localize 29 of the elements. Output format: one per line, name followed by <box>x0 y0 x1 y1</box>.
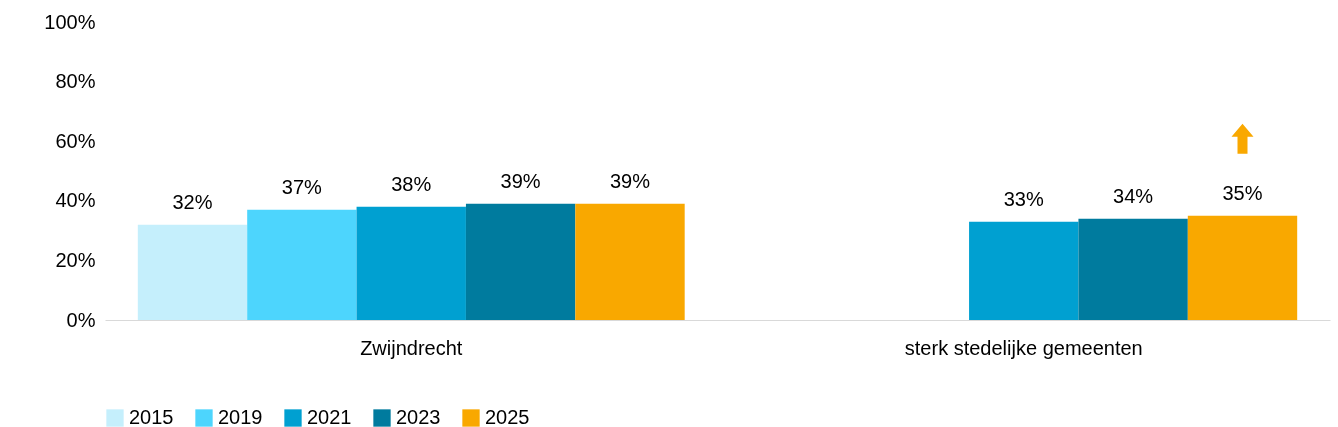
y-tick-label: 20% <box>55 248 96 271</box>
data-label: 35% <box>1222 181 1263 204</box>
y-tick-label: 80% <box>55 70 96 93</box>
legend-label: 2025 <box>485 406 530 427</box>
data-label: 38% <box>391 172 432 195</box>
data-label: 39% <box>500 169 541 192</box>
x-tick-label: sterk stedelijke gemeenten <box>904 336 1143 359</box>
data-label: 32% <box>172 190 213 213</box>
data-label: 34% <box>1113 184 1154 207</box>
y-tick-label: 40% <box>55 189 96 212</box>
x-tick-label: Zwijndrecht <box>360 336 463 359</box>
legend-label: 2021 <box>307 406 352 427</box>
data-label: 39% <box>609 169 651 192</box>
bar <box>356 206 466 320</box>
legend-label: 2023 <box>396 406 441 427</box>
legend-label: 2019 <box>218 406 263 427</box>
y-tick-label: 0% <box>66 308 96 331</box>
bar <box>465 203 576 320</box>
bar <box>1187 215 1298 320</box>
data-label: 33% <box>1003 187 1044 210</box>
bar <box>137 224 248 320</box>
legend-label: 2015 <box>129 406 174 427</box>
bar <box>969 221 1079 320</box>
bar <box>247 209 357 320</box>
y-tick-label: 100% <box>44 10 96 33</box>
bar <box>575 203 685 320</box>
y-tick-label: 60% <box>55 129 96 152</box>
bar <box>1078 218 1188 320</box>
data-label: 37% <box>281 175 323 198</box>
